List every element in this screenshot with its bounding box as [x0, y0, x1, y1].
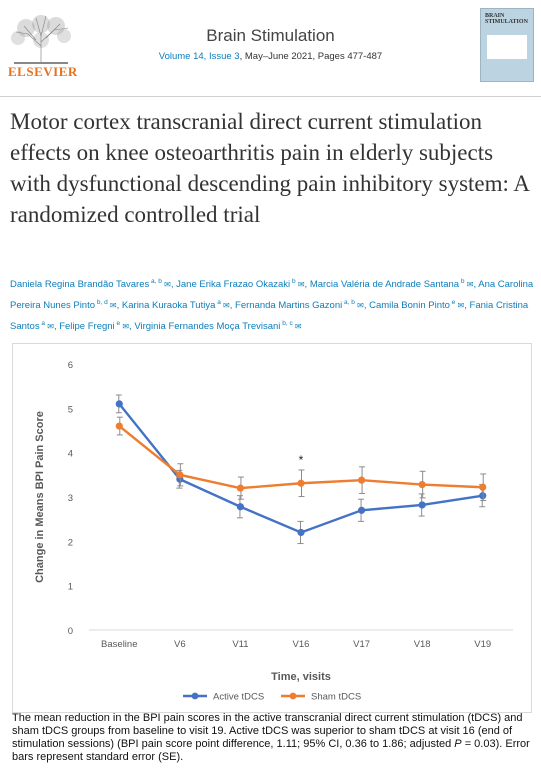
author-entry: Fernanda Martins Gazoni a, b ✉	[235, 299, 364, 312]
email-icon[interactable]: ✉	[295, 280, 305, 290]
author-name[interactable]: Felipe Fregni	[59, 321, 115, 333]
author-name[interactable]: Virginia Fernandes Moça Trevisani	[134, 321, 281, 333]
author-entry: Karina Kuraoka Tutiya a ✉	[121, 299, 230, 312]
journal-name[interactable]: Brain Stimulation	[206, 26, 335, 45]
author-entry: Felipe Fregni e ✉	[59, 320, 130, 333]
y-tick-label: 3	[68, 493, 73, 504]
caption-p-italic: P	[454, 738, 462, 750]
data-point-1	[176, 471, 184, 479]
author-name[interactable]: Karina Kuraoka Tutiya	[121, 300, 216, 312]
x-tick-label: V6	[174, 639, 186, 650]
author-affiliation[interactable]: b	[290, 278, 296, 285]
data-point-1	[297, 479, 305, 487]
author-affiliation[interactable]: b	[459, 278, 465, 285]
author-affiliation[interactable]: e	[449, 299, 456, 307]
figure-line-chart: 0 1 2 3 4 5 6 Baseline V6 V11 V16 V17 V18 V19 Time, vi…	[12, 343, 532, 713]
author-affiliation[interactable]: a, b	[149, 278, 162, 285]
email-icon[interactable]: ✉	[354, 301, 364, 311]
y-tick-label: 4	[68, 449, 73, 460]
email-icon[interactable]: ✉	[292, 322, 302, 332]
figure-caption: The mean reduction in the BPI pain score…	[12, 712, 537, 764]
y-axis-title: Change in Means BPI Pain Score	[34, 411, 46, 583]
y-tick-label: 6	[68, 360, 73, 371]
y-tick-label: 5	[68, 404, 73, 415]
data-point-0	[357, 506, 366, 514]
email-icon[interactable]: ✉	[120, 322, 130, 332]
date-pages: , May–June 2021, Pages 477-487	[239, 51, 383, 62]
email-icon[interactable]: ✉	[107, 301, 117, 311]
legend-marker	[191, 692, 199, 700]
article-title: Motor cortex transcranial direct current…	[10, 109, 529, 227]
elsevier-tree-logo	[11, 15, 71, 64]
data-point-0	[236, 503, 245, 511]
cover-title: BRAIN STIMULATION	[485, 13, 528, 25]
data-point-0	[115, 400, 123, 408]
y-tick-label: 1	[68, 582, 73, 593]
legend-label: Sham tDCS	[311, 692, 361, 703]
volume-issue-link[interactable]: Volume 14, Issue 3	[158, 51, 240, 62]
y-tick-label: 0	[68, 626, 73, 637]
author-entry: Ana Carolina Pereira Nunes Pinto b, d ✉	[10, 279, 533, 311]
header-divider	[0, 96, 541, 97]
data-point-1	[418, 480, 426, 489]
data-point-0	[297, 528, 305, 537]
author-affiliation[interactable]: a, b	[342, 299, 355, 307]
author-entry: Virginia Fernandes Moça Trevisani b, c ✉	[134, 320, 302, 333]
author-name[interactable]: Ana Carolina Pereira Nunes Pinto	[10, 279, 534, 312]
data-point-1	[115, 422, 123, 430]
author-affiliation[interactable]: a	[215, 299, 221, 307]
author-name[interactable]: Marcia Valéria de Andrade Santana	[309, 279, 460, 291]
caption-text-before: The mean reduction in the BPI pain score…	[12, 712, 523, 750]
author-entry: Camila Bonin Pinto e ✉	[369, 299, 465, 312]
email-icon[interactable]: ✉	[220, 301, 230, 311]
data-point-1	[357, 476, 366, 484]
author-name[interactable]: Fania Cristina Santos	[10, 300, 529, 333]
caption-text-after: = 0.03). Error bars represent standard e…	[12, 738, 530, 763]
author-entry: Daniela Regina Brandão Tavares a, b ✉	[10, 278, 171, 291]
author-entry: Fania Cristina Santos a ✉	[10, 300, 528, 332]
author-affiliation[interactable]: b, d	[95, 299, 108, 307]
journal-cover-thumbnail[interactable]: BRAIN STIMULATION	[480, 8, 534, 82]
data-point-0	[418, 501, 426, 509]
journal-volume-info: Volume 14, Issue 3, May–June 2021, Pages…	[0, 51, 541, 62]
legend-label: Active tDCS	[213, 692, 264, 703]
author-list: Daniela Regina Brandão Tavares a, b ✉, J…	[10, 278, 534, 333]
significance-annotation: *	[299, 453, 304, 467]
x-tick-label: V16	[293, 639, 310, 650]
data-point-1	[479, 483, 487, 491]
x-tick-label: V17	[353, 639, 370, 650]
email-icon[interactable]: ✉	[45, 322, 54, 332]
chart-svg: 0 1 2 3 4 5 6 Baseline V6 V11 V16 V17 V18 V19 Time, vi…	[34, 360, 513, 703]
author-name[interactable]: Fernanda Martins Gazoni	[235, 300, 343, 312]
legend-marker	[289, 692, 297, 700]
author-affiliation[interactable]: b, c	[280, 320, 293, 328]
x-tick-label: Baseline	[101, 639, 137, 650]
email-icon[interactable]: ✉	[455, 301, 465, 311]
cover-image	[487, 35, 527, 59]
author-name[interactable]: Jane Erika Frazao Okazaki	[176, 279, 291, 291]
x-tick-label: V19	[474, 639, 491, 650]
author-name[interactable]: Camila Bonin Pinto	[369, 300, 450, 312]
x-tick-label: V11	[232, 639, 248, 650]
author-affiliation[interactable]: a	[39, 320, 45, 328]
journal-header: ELSEVIER Brain Stimulation Volume 14, Is…	[0, 0, 541, 96]
x-tick-label: V18	[414, 639, 431, 650]
publisher-wordmark: ELSEVIER	[8, 64, 78, 79]
series-line-0	[118, 403, 483, 534]
data-point-1	[236, 484, 245, 492]
author-entry: Marcia Valéria de Andrade Santana b ✉	[309, 278, 474, 291]
author-name[interactable]: Daniela Regina Brandão Tavares	[10, 279, 150, 291]
y-tick-label: 2	[68, 537, 73, 548]
email-icon[interactable]: ✉	[161, 280, 171, 290]
email-icon[interactable]: ✉	[464, 280, 474, 290]
author-affiliation[interactable]: e	[114, 320, 121, 328]
author-entry: Jane Erika Frazao Okazaki b ✉	[176, 278, 305, 291]
x-axis-title: Time, visits	[271, 671, 331, 683]
